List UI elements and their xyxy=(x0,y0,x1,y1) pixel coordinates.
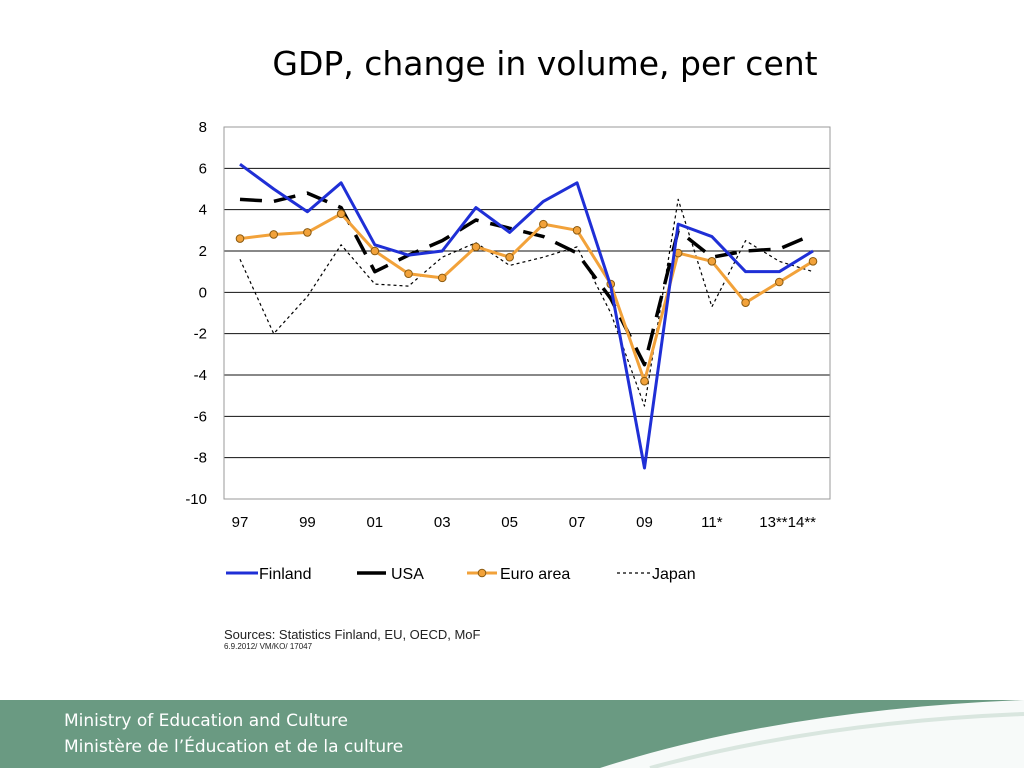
legend-marker xyxy=(477,568,487,578)
x-tick-label: 97 xyxy=(232,514,249,531)
data-point xyxy=(774,277,784,287)
y-tick-label: 8 xyxy=(199,119,207,136)
x-tick-label: 03 xyxy=(434,514,451,531)
series-line-usa xyxy=(239,191,814,367)
series-line-euro-area xyxy=(239,212,814,383)
plot-area xyxy=(223,126,831,500)
series-line-finland xyxy=(239,162,814,470)
x-tick-label: 07 xyxy=(569,514,586,531)
chart-code: 6.9.2012/ VM/KO/ 17047 xyxy=(224,642,313,651)
data-point xyxy=(370,246,380,256)
footer-band xyxy=(0,700,1024,768)
legend-label: USA xyxy=(391,566,424,583)
x-tick-label: 99 xyxy=(299,514,316,531)
legend-label: Japan xyxy=(652,566,696,583)
y-tick-label: -4 xyxy=(194,367,207,384)
y-tick-label: 2 xyxy=(199,243,207,260)
ministry-name-en: Ministry of Education and Culture xyxy=(64,711,348,731)
sources-note: Sources: Statistics Finland, EU, OECD, M… xyxy=(224,627,481,642)
legend-label: Finland xyxy=(259,566,311,583)
chart-grid xyxy=(224,167,830,459)
series-line-japan xyxy=(239,198,814,407)
x-tick-label: 05 xyxy=(501,514,518,531)
data-point xyxy=(640,376,649,386)
data-point xyxy=(539,219,548,229)
data-point xyxy=(269,230,279,239)
y-tick-label: 4 xyxy=(199,202,207,219)
legend-item-usa: USA xyxy=(357,566,424,583)
y-axis-ticks: 8 6 4 2 0 -2 -4 -6 -8 -10 xyxy=(185,119,207,508)
x-axis-ticks: 97 99 01 03 05 07 09 11* 13**14** xyxy=(232,514,817,531)
x-tick-label: 11* xyxy=(701,514,723,531)
slide-title: GDP, change in volume, per cent xyxy=(272,44,818,83)
legend: Finland USA Euro area Japan xyxy=(226,566,696,583)
legend-item-euro-area: Euro area xyxy=(467,566,570,583)
data-point xyxy=(235,234,245,243)
data-point xyxy=(471,242,481,252)
ministry-name-fr: Ministère de l’Éducation et de la cultur… xyxy=(64,737,404,757)
legend-label: Euro area xyxy=(500,566,570,583)
data-point xyxy=(808,257,818,266)
data-point xyxy=(572,226,582,235)
legend-item-japan: Japan xyxy=(617,566,696,583)
data-point xyxy=(505,252,514,262)
data-point xyxy=(336,209,346,219)
y-tick-label: 6 xyxy=(199,160,207,177)
y-tick-label: -6 xyxy=(194,408,207,425)
data-point xyxy=(404,269,413,279)
data-point xyxy=(707,257,717,266)
data-point xyxy=(741,298,750,307)
y-tick-label: 0 xyxy=(199,284,207,301)
data-point xyxy=(303,228,312,237)
x-tick-label: 01 xyxy=(366,514,383,531)
y-tick-label: -8 xyxy=(194,450,207,467)
footer-swoosh-line xyxy=(649,712,1024,768)
legend-item-finland: Finland xyxy=(226,566,311,583)
x-tick-label: 13**14** xyxy=(759,514,816,531)
y-tick-label: -10 xyxy=(185,491,207,508)
x-tick-label: 09 xyxy=(636,514,653,531)
gdp-line-chart: 8 6 4 2 0 -2 -4 -6 -8 -10 97 99 01 03 05 07 09 11* 13**14… xyxy=(185,119,831,583)
series-lines xyxy=(235,162,818,470)
y-tick-label: -2 xyxy=(194,326,207,343)
data-point xyxy=(437,273,447,283)
